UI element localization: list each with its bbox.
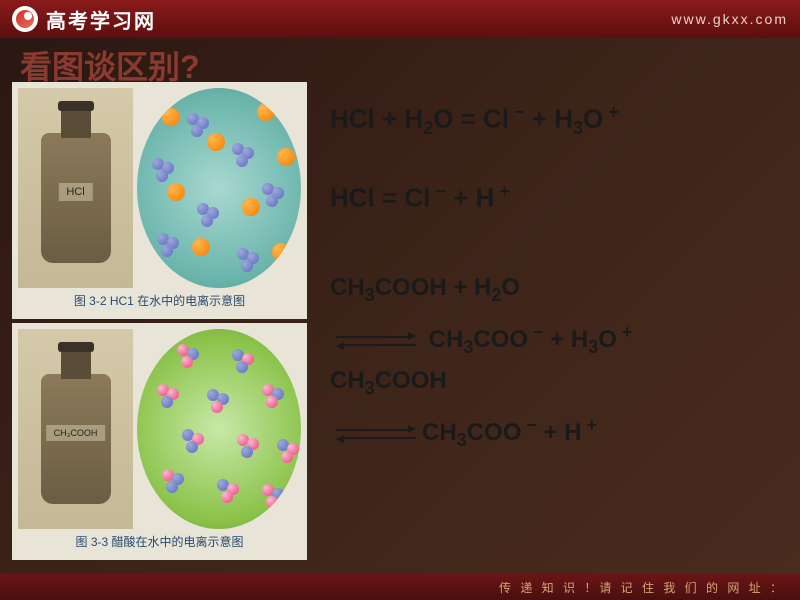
equilibrium-arrow-icon: [336, 334, 416, 348]
diagram-hcl: HCl 图 3-2 HC1 在水中的电离示意图: [12, 82, 307, 319]
equation-2: HCl = Cl − + H +: [330, 179, 780, 216]
header-url: www.gkxx.com: [671, 11, 788, 27]
logo-area: 高考学习网: [12, 5, 156, 34]
logo-icon: [12, 6, 38, 32]
caption-hcl: 图 3-2 HC1 在水中的电离示意图: [18, 288, 301, 313]
equilibrium-arrow-icon: [336, 427, 416, 441]
equation-1: HCl + H2O = Cl − + H3O +: [330, 100, 780, 141]
molecules-acetic: [137, 329, 301, 529]
diagrams-panel: HCl 图 3-2 HC1 在水中的电离示意图 CH₃COOH 图 3-3 醋酸…: [12, 82, 307, 564]
equation-3-reactant: CH3COOH + H2O: [330, 271, 780, 308]
equation-4-product: CH3COO − + H +: [330, 413, 780, 453]
diagram-acetic: CH₃COOH 图 3-3 醋酸在水中的电离示意图: [12, 323, 307, 560]
equations-panel: HCl + H2O = Cl − + H3O + HCl = Cl − + H …: [330, 100, 780, 465]
bottle-label-acetic: CH₃COOH: [46, 425, 106, 441]
footer: 传 递 知 识 ！请 记 住 我 们 的 网 址 ：: [0, 574, 800, 600]
bottle-acetic: CH₃COOH: [18, 329, 133, 529]
bottle-hcl: HCl: [18, 88, 133, 288]
header: 高考学习网 www.gkxx.com: [0, 0, 800, 38]
equation-4-reactant: CH3COOH: [330, 364, 780, 401]
logo-text: 高考学习网: [46, 5, 156, 34]
molecules-hcl: [137, 88, 301, 288]
bottle-label-hcl: HCl: [58, 183, 92, 201]
equation-3-product: CH3COO − + H3O +: [330, 320, 780, 360]
footer-text: 传 递 知 识 ！请 记 住 我 们 的 网 址 ：: [499, 579, 785, 596]
caption-acetic: 图 3-3 醋酸在水中的电离示意图: [18, 529, 301, 554]
